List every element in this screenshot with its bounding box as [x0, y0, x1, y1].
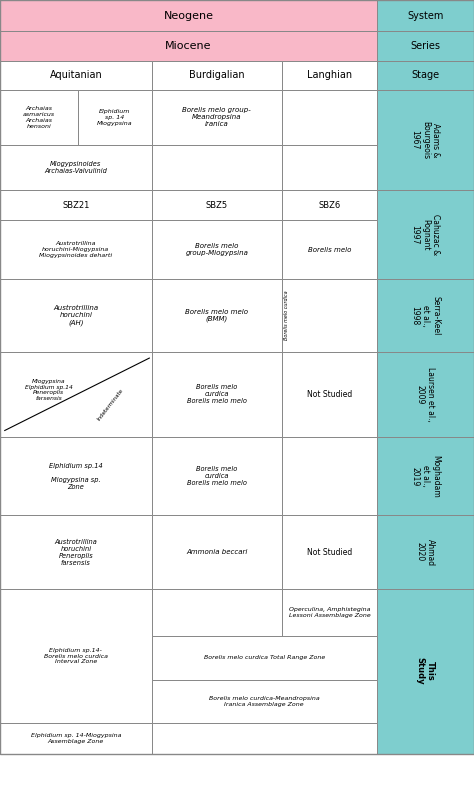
- Text: System: System: [407, 11, 444, 20]
- Text: Ahmad
2020: Ahmad 2020: [416, 538, 435, 566]
- Bar: [282, 437, 377, 515]
- Text: Ammonia beccari: Ammonia beccari: [186, 549, 247, 555]
- Bar: [152, 723, 377, 754]
- Text: Adams &
Bourgeois
1967: Adams & Bourgeois 1967: [410, 121, 440, 159]
- Bar: [282, 61, 377, 90]
- Bar: [282, 589, 377, 636]
- Text: Elphidium sp.14

Miogypsina sp.
Zone: Elphidium sp.14 Miogypsina sp. Zone: [49, 463, 103, 490]
- Text: SBZ21: SBZ21: [62, 201, 90, 209]
- Bar: [0, 0, 377, 31]
- Bar: [377, 515, 474, 589]
- Text: SBZ5: SBZ5: [206, 201, 228, 209]
- Bar: [152, 515, 282, 589]
- Text: Borelis melo curdica Total Range Zone: Borelis melo curdica Total Range Zone: [204, 655, 325, 660]
- Text: Not Studied: Not Studied: [307, 390, 352, 399]
- Bar: [377, 589, 474, 754]
- Text: Burdigalian: Burdigalian: [189, 70, 245, 80]
- Bar: [0, 145, 152, 190]
- Bar: [377, 90, 474, 190]
- Text: Borelis melo curdica: Borelis melo curdica: [284, 290, 290, 341]
- Bar: [282, 220, 377, 279]
- Bar: [282, 190, 377, 220]
- Bar: [152, 90, 282, 145]
- Bar: [152, 636, 377, 679]
- Text: Stage: Stage: [411, 70, 439, 80]
- Text: Austrotrillina
horuchini-Miogypsina
Miogypsinoides deharti: Austrotrillina horuchini-Miogypsina Miog…: [39, 242, 112, 258]
- Text: Moghadam
et al.,
2019: Moghadam et al., 2019: [410, 455, 440, 497]
- Bar: [152, 61, 282, 90]
- Bar: [0, 589, 152, 723]
- Bar: [152, 220, 282, 279]
- Bar: [377, 0, 474, 31]
- Bar: [0, 515, 152, 589]
- Bar: [0, 437, 152, 515]
- Bar: [0, 352, 152, 437]
- Bar: [377, 279, 474, 352]
- Bar: [152, 279, 282, 352]
- Bar: [377, 352, 474, 437]
- Text: Not Studied: Not Studied: [307, 548, 352, 556]
- Bar: [282, 279, 377, 352]
- Bar: [0, 220, 152, 279]
- Bar: [0, 31, 377, 61]
- Bar: [377, 61, 474, 90]
- Text: Borelis melo
curdica
Borelis melo melo: Borelis melo curdica Borelis melo melo: [187, 384, 247, 405]
- Bar: [152, 679, 377, 723]
- Text: Neogene: Neogene: [164, 11, 213, 20]
- Bar: [152, 589, 282, 636]
- Text: Langhian: Langhian: [307, 70, 352, 80]
- Text: Borelis melo curdica-Meandropsina
Iranica Assemblage Zone: Borelis melo curdica-Meandropsina Iranic…: [209, 696, 319, 707]
- Bar: [0, 61, 152, 90]
- Text: Elphidium sp.14-
Borelis melo curdica
Interval Zone: Elphidium sp.14- Borelis melo curdica In…: [44, 648, 108, 664]
- Text: Operculina, Amphistegina
Lessoni Assemblage Zone: Operculina, Amphistegina Lessoni Assembl…: [289, 607, 370, 618]
- Bar: [377, 31, 474, 61]
- Bar: [78, 90, 152, 145]
- Bar: [282, 90, 377, 145]
- Bar: [0, 90, 78, 145]
- Bar: [377, 190, 474, 279]
- Bar: [0, 723, 152, 754]
- Text: Austrotrillina
horuchini
(AH): Austrotrillina horuchini (AH): [53, 305, 99, 326]
- Text: Series: Series: [410, 41, 440, 51]
- Bar: [152, 437, 282, 515]
- Bar: [152, 352, 282, 437]
- Text: Borelis melo melo
(BMM): Borelis melo melo (BMM): [185, 309, 248, 323]
- Text: Borelis melo group-
Meandropsina
iranica: Borelis melo group- Meandropsina iranica: [182, 107, 251, 127]
- Bar: [152, 190, 282, 220]
- Text: Miogypsinoides
Archaias-Valvulinid: Miogypsinoides Archaias-Valvulinid: [45, 161, 107, 174]
- Text: Laursen et al.,
2009: Laursen et al., 2009: [416, 367, 435, 422]
- Bar: [152, 145, 282, 190]
- Text: Austrotrillina
horuchini
Peneroplis
farsensis: Austrotrillina horuchini Peneroplis fars…: [55, 538, 97, 566]
- Text: Elphidium
sp. 14
Miogypsina: Elphidium sp. 14 Miogypsina: [97, 109, 133, 126]
- Bar: [0, 190, 152, 220]
- Text: Borelis melo: Borelis melo: [308, 246, 351, 253]
- Bar: [377, 437, 474, 515]
- Text: Borelis melo
group-Miogypsina: Borelis melo group-Miogypsina: [185, 243, 248, 256]
- Bar: [282, 145, 377, 190]
- Text: Miocene: Miocene: [165, 41, 212, 51]
- Text: Elphidium sp. 14-Miogypsina
Assemblage Zone: Elphidium sp. 14-Miogypsina Assemblage Z…: [31, 733, 121, 744]
- Text: SBZ6: SBZ6: [319, 201, 340, 209]
- Bar: [0, 279, 152, 352]
- Text: Indeterminate: Indeterminate: [97, 387, 125, 422]
- Text: Miogypsina
Elphidium sp.14
Peneroplis
farsensis: Miogypsina Elphidium sp.14 Peneroplis fa…: [25, 379, 73, 401]
- Text: This
Study: This Study: [416, 657, 435, 685]
- Text: Archaias
asmaricus
Archaias
hensoni: Archaias asmaricus Archaias hensoni: [23, 106, 55, 128]
- Bar: [282, 515, 377, 589]
- Text: Cahuzac &
Pognant
1997: Cahuzac & Pognant 1997: [410, 214, 440, 256]
- Text: Borelis melo
curdica
Borelis melo melo: Borelis melo curdica Borelis melo melo: [187, 466, 247, 486]
- Bar: [282, 352, 377, 437]
- Text: Aquitanian: Aquitanian: [49, 70, 102, 80]
- Text: Serra-Keel
et al.,
1998: Serra-Keel et al., 1998: [410, 296, 440, 335]
